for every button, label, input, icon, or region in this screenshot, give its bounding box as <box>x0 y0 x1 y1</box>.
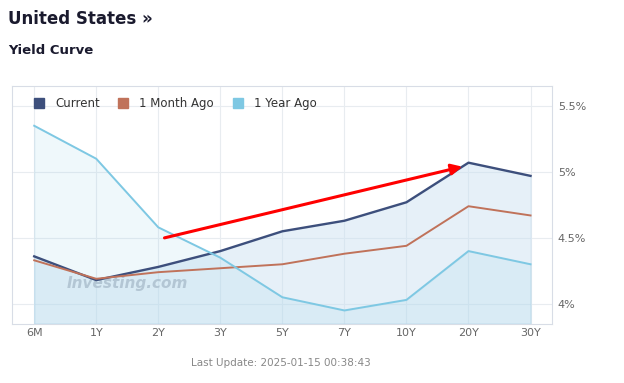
Text: United States »: United States » <box>8 10 153 28</box>
Text: Investing.com: Investing.com <box>66 276 188 291</box>
Legend: Current, 1 Month Ago, 1 Year Ago: Current, 1 Month Ago, 1 Year Ago <box>24 93 320 113</box>
Text: Last Update: 2025-01-15 00:38:43: Last Update: 2025-01-15 00:38:43 <box>191 358 371 368</box>
Text: Yield Curve: Yield Curve <box>8 44 94 57</box>
